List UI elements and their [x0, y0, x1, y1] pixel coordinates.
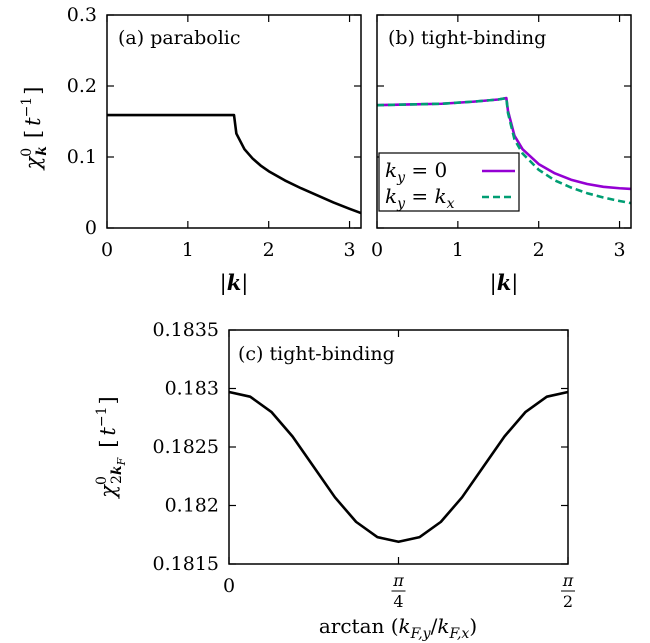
- ytick-label-a: 0: [85, 217, 97, 239]
- legend-box: [378, 152, 520, 212]
- xtick-label-a: 3: [344, 239, 356, 261]
- xtick-label-b: 2: [533, 239, 545, 261]
- ytick-label-a: 0.2: [67, 75, 97, 97]
- xtick-label-a: 2: [263, 239, 275, 261]
- legend-label-ky0: ky = 0: [385, 158, 447, 186]
- panel-a-xlabel: |k|: [220, 270, 249, 296]
- ytick-label-c: 0.183: [165, 378, 219, 400]
- xtick-label-b: 1: [452, 239, 464, 261]
- panel-c-frame: [228, 329, 569, 565]
- xtick-label-a: 1: [182, 239, 194, 261]
- svg-text:arctan (kF,y/kF,x): arctan (kF,y/kF,x): [319, 614, 477, 642]
- panel-b-xlabel: |k|: [490, 270, 519, 296]
- panel-c-xlabel: arctan (kF,y/kF,x): [319, 614, 477, 642]
- xtick-label-a: 0: [101, 239, 113, 261]
- ytick-label-c: 0.1835: [153, 319, 219, 341]
- series-line-b-1: [376, 96, 632, 205]
- ytick-label-c: 0.1825: [153, 436, 219, 458]
- svg-text:4: 4: [393, 592, 403, 611]
- panel-a: 0 1 2 3 0 0.1 0.2 0.3 (a) parabolic χ0k[t−1] |k…: [19, 4, 362, 296]
- svg-text:χ02kF[t−1]: χ02kF[t−1]: [94, 396, 128, 499]
- panel-b-curves: [376, 96, 632, 205]
- panel-a-ylabel: χ0k[t−1]: [19, 87, 50, 172]
- svg-text:|k|: |k|: [490, 270, 519, 296]
- panel-c-curves: [228, 390, 569, 544]
- panel-a-curves: [107, 113, 362, 215]
- panel-b: 0 1 2 3 (b) tight-binding |k| ky = 0 ky = k…: [371, 14, 632, 296]
- panel-a-title: (a) parabolic: [118, 27, 241, 49]
- xtick-label-b: 0: [371, 239, 383, 261]
- panel-b-title: (b) tight-binding: [388, 27, 546, 49]
- xtick-label-c: π4: [391, 571, 406, 611]
- panel-b-ticks: 0 1 2 3: [371, 14, 631, 261]
- svg-text:2: 2: [563, 592, 573, 611]
- panel-c-ylabel: χ02kF[t−1]: [94, 396, 128, 499]
- svg-text:χ0k[t−1]: χ0k[t−1]: [19, 87, 50, 172]
- panel-a-frame: [106, 14, 362, 229]
- svg-text:π: π: [392, 571, 404, 590]
- panel-b-frame: [376, 14, 632, 229]
- panel-c-title: (c) tight-binding: [238, 343, 395, 365]
- legend-entry-kykx: ky = kx: [385, 184, 515, 212]
- legend-entry-ky0: ky = 0: [385, 158, 515, 186]
- legend-label-kykx: ky = kx: [385, 184, 455, 212]
- panel-a-ticks: 0 1 2 3 0 0.1 0.2 0.3: [67, 4, 361, 261]
- svg-text:|k|: |k|: [220, 270, 249, 296]
- svg-text:π: π: [562, 571, 574, 590]
- xtick-label-c: π2: [561, 571, 575, 611]
- xtick-label-c: 0: [223, 575, 235, 597]
- ytick-label-c: 0.1815: [153, 553, 219, 575]
- ytick-label-a: 0.3: [67, 4, 97, 26]
- ytick-label-c: 0.182: [165, 495, 219, 517]
- xtick-label-b: 3: [614, 239, 626, 261]
- series-line-a-0: [107, 113, 362, 215]
- ytick-label-a: 0.1: [67, 146, 97, 168]
- series-line-c-0: [228, 390, 569, 544]
- panel-b-legend: ky = 0 ky = kx: [378, 152, 520, 212]
